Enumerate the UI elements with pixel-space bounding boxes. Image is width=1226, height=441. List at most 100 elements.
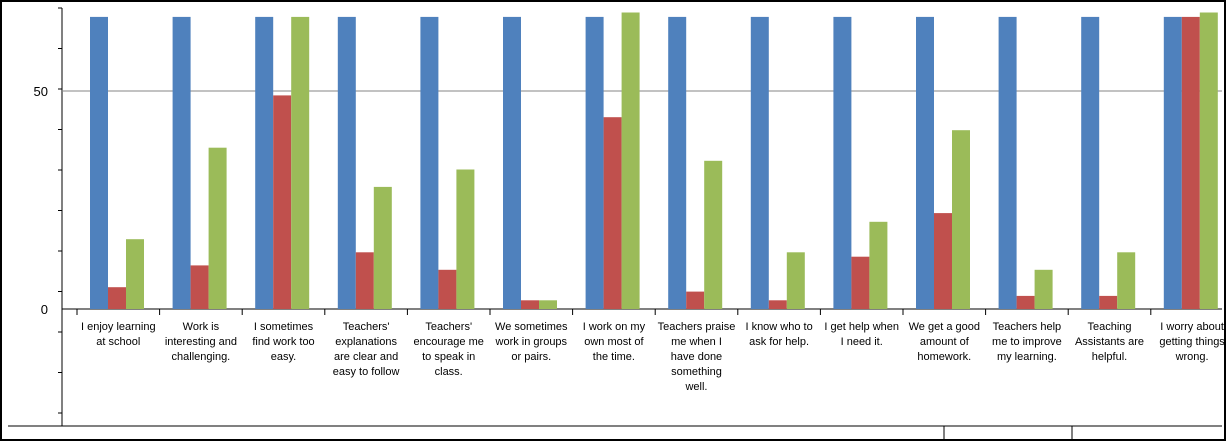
bar bbox=[337, 16, 356, 310]
category-label-line: Assistants are bbox=[1075, 336, 1144, 348]
category-label-line: We sometimes bbox=[495, 321, 568, 333]
bar bbox=[438, 269, 457, 309]
category-label-line: I get help when bbox=[824, 321, 899, 333]
category-label-line: Work is bbox=[183, 321, 220, 333]
category-label-line: I sometimes bbox=[254, 321, 314, 333]
bar bbox=[190, 265, 209, 309]
category-label: We sometimes work in groups or pairs. bbox=[495, 321, 569, 363]
category-label-line: I work on my bbox=[583, 321, 646, 333]
category-label-line: something bbox=[671, 366, 722, 378]
bar bbox=[585, 16, 604, 310]
bar bbox=[90, 16, 108, 310]
bar bbox=[255, 16, 274, 310]
bar bbox=[456, 169, 475, 309]
category-label-line: encourage me bbox=[414, 336, 484, 348]
category-label-line: I need it. bbox=[841, 336, 883, 348]
bar bbox=[768, 300, 787, 309]
category-label-line: my learning. bbox=[997, 351, 1057, 363]
bar bbox=[126, 239, 144, 309]
category-label-line: at school bbox=[96, 336, 140, 348]
bar bbox=[539, 300, 557, 309]
category-label-line: Teachers' bbox=[425, 321, 472, 333]
category-label-line: wrong. bbox=[1175, 351, 1209, 363]
bar bbox=[172, 16, 191, 310]
bar bbox=[603, 117, 622, 309]
category-label-line: I worry about bbox=[1160, 321, 1224, 333]
category-label-line: the time. bbox=[593, 351, 635, 363]
category-label-line: own most of bbox=[584, 336, 644, 348]
category-label-line: explanations bbox=[335, 336, 397, 348]
bar bbox=[1081, 16, 1100, 310]
bar bbox=[1099, 295, 1118, 309]
category-label: I sometimes find work too easy. bbox=[252, 321, 314, 363]
category-label: Work is interesting and challenging. bbox=[165, 321, 237, 363]
bar bbox=[851, 256, 870, 309]
category-label-line: find work too bbox=[252, 336, 314, 348]
category-label-line: amount of bbox=[920, 336, 970, 348]
category-label-line: Teaching bbox=[1087, 321, 1131, 333]
category-label-line: class. bbox=[435, 366, 463, 378]
category-label-line: easy to follow bbox=[333, 366, 400, 378]
category-label-line: getting things bbox=[1159, 336, 1225, 348]
category-label-line: homework. bbox=[917, 351, 971, 363]
bar bbox=[952, 130, 970, 309]
category-label-line: easy. bbox=[271, 351, 296, 363]
bar bbox=[273, 95, 292, 310]
bar bbox=[208, 147, 227, 309]
category-label: I know who to ask for help. bbox=[745, 321, 812, 348]
bar bbox=[750, 16, 769, 310]
category-label-line: ask for help. bbox=[749, 336, 809, 348]
category-label-line: me when I bbox=[671, 336, 722, 348]
bar bbox=[998, 16, 1017, 310]
category-label: I get help when I need it. bbox=[824, 321, 899, 348]
bar bbox=[1181, 16, 1200, 310]
category-label: Teachers' explanations are clear and easy t… bbox=[333, 321, 400, 378]
category-label-line: We get a good bbox=[909, 321, 980, 333]
category-label-line: me to improve bbox=[992, 336, 1062, 348]
plot-area: 0 50 I enjoy learning at school Work is inter… bbox=[8, 7, 1225, 440]
category-label-line: interesting and bbox=[165, 336, 237, 348]
category-label: Teachers' encourage me to speak in class. bbox=[414, 321, 484, 378]
category-label-line: Teachers praise bbox=[658, 321, 736, 333]
bar bbox=[1199, 12, 1218, 309]
bar bbox=[108, 287, 126, 309]
category-label-line: to speak in bbox=[422, 351, 475, 363]
category-label: I worry about getting things wrong. bbox=[1159, 321, 1225, 363]
bar bbox=[521, 300, 539, 309]
bar bbox=[786, 252, 805, 309]
bar bbox=[291, 16, 310, 310]
bar bbox=[668, 16, 687, 310]
category-label-line: Teachers' bbox=[343, 321, 390, 333]
bar bbox=[420, 16, 439, 310]
category-label: I enjoy learning at school bbox=[81, 321, 156, 348]
category-label-line: work in groups bbox=[495, 336, 568, 348]
bar bbox=[373, 186, 392, 309]
bar bbox=[621, 12, 640, 309]
bar bbox=[355, 252, 374, 309]
category-label: Teaching Assistants are helpful. bbox=[1075, 321, 1144, 363]
category-label-line: or pairs. bbox=[511, 351, 551, 363]
category-label: I work on my own most of the time. bbox=[583, 321, 646, 363]
y-tick-label: 0 bbox=[41, 302, 48, 317]
category-label: Teachers praise me when I have done somethi… bbox=[658, 321, 736, 393]
bar bbox=[934, 213, 952, 309]
category-label-line: well. bbox=[684, 381, 707, 393]
bar bbox=[1117, 252, 1136, 309]
bar bbox=[704, 160, 723, 309]
bar bbox=[869, 221, 888, 309]
bar bbox=[503, 16, 521, 310]
bar bbox=[686, 291, 705, 309]
bar bbox=[1034, 269, 1053, 309]
category-label-line: I know who to bbox=[745, 321, 812, 333]
bar bbox=[916, 16, 934, 310]
category-label-line: I enjoy learning bbox=[81, 321, 156, 333]
bar bbox=[1163, 16, 1182, 310]
category-label-line: Teachers help bbox=[993, 321, 1062, 333]
category-label-line: challenging. bbox=[172, 351, 231, 363]
bar bbox=[833, 16, 852, 310]
category-label: We get a good amount of homework. bbox=[909, 321, 980, 363]
bar bbox=[1016, 295, 1035, 309]
category-label: Teachers help me to improve my learning. bbox=[992, 321, 1062, 363]
category-label-line: are clear and bbox=[334, 351, 398, 363]
